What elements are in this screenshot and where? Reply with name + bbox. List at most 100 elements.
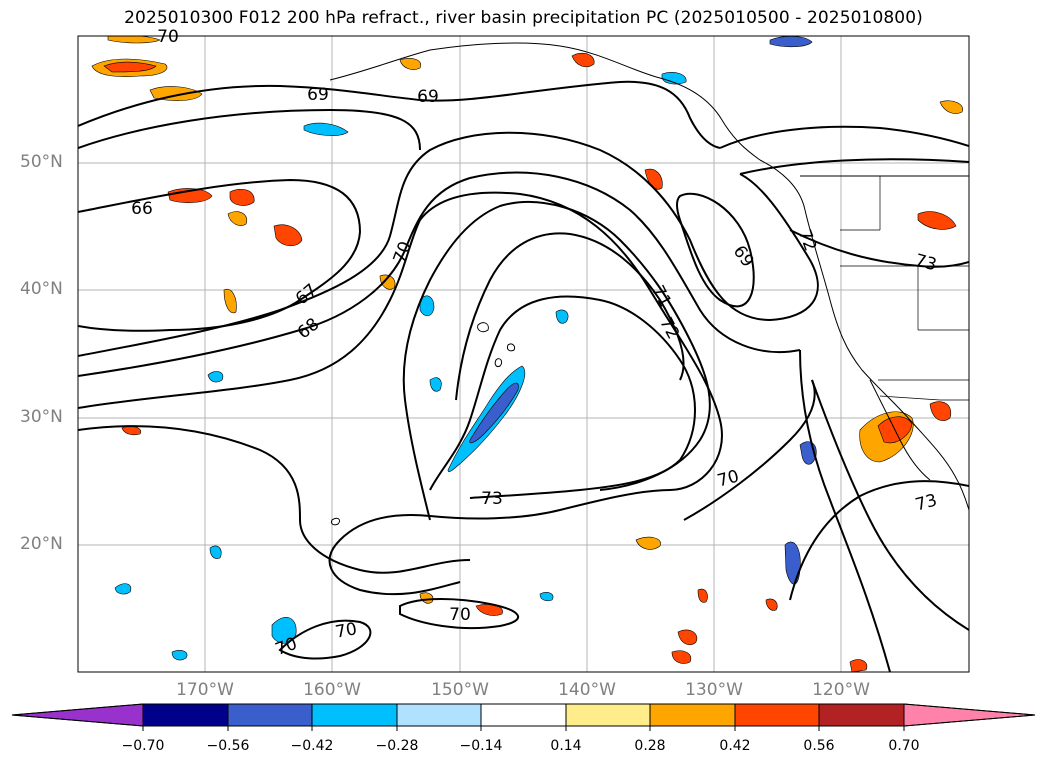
positive-anomaly-blob	[671, 650, 692, 664]
contour-69-north	[78, 80, 721, 149]
contour-label: 69	[417, 87, 439, 107]
alaska-coast	[329, 42, 761, 161]
contour-far-east	[799, 349, 891, 672]
colorbar-tick-label: −0.70	[121, 738, 165, 754]
island-outline	[507, 343, 515, 352]
negative-anomaly-blob	[171, 650, 188, 661]
negative-anomaly-blob	[207, 371, 224, 383]
contour-66	[78, 178, 362, 332]
lon-label: 170°W	[176, 680, 234, 700]
positive-anomaly-blob	[677, 629, 698, 645]
positive-anomaly-blob	[571, 52, 595, 68]
positive-anomaly-blob	[939, 100, 963, 114]
colorbar-extend-low	[11, 703, 144, 727]
colorbar-tick-label: 0.70	[888, 738, 920, 754]
contour-73-sw	[789, 480, 969, 601]
contour-73-coast	[789, 229, 969, 268]
contour-70-sw	[278, 619, 372, 660]
contour-label: 73	[481, 489, 503, 509]
contour-67	[78, 131, 819, 357]
contour-70-east	[683, 379, 816, 521]
negative-anomaly-core	[469, 382, 519, 444]
colorbar-tick-label: −0.56	[206, 738, 250, 754]
contour-label: 69	[307, 85, 329, 105]
colorbar-tick-label: 0.28	[634, 738, 666, 754]
positive-anomaly-blob	[765, 598, 778, 611]
positive-anomaly-blob	[399, 58, 422, 70]
contour-label: 70	[449, 605, 471, 625]
lon-label: 120°W	[812, 680, 870, 700]
lat-label: 40°N	[20, 279, 63, 299]
island-outline	[494, 358, 503, 367]
lat-label: 30°N	[20, 407, 63, 427]
contour-72-coast	[719, 125, 969, 149]
positive-anomaly-blob	[227, 211, 248, 226]
refractivity-contours	[78, 80, 969, 672]
lon-label: 130°W	[685, 680, 743, 700]
negative-anomaly-blob	[539, 592, 554, 602]
colorbar-extend-high	[903, 703, 1036, 727]
colorbar-tick-label: 0.42	[719, 738, 751, 754]
us-mexico-border	[879, 395, 969, 401]
island-outline	[477, 322, 489, 333]
colorbar-tick-label: −0.42	[290, 738, 334, 754]
negative-anomaly-blob	[114, 583, 132, 595]
positive-anomaly-core	[103, 61, 157, 73]
map-title: 2025010300 F012 200 hPa refract., river …	[124, 8, 923, 28]
contour-70-south	[399, 598, 520, 630]
positive-anomaly-blob	[697, 588, 708, 603]
colorbar-tick-label: 0.56	[803, 738, 835, 754]
contour-72	[455, 232, 685, 401]
contour-69-north2	[78, 108, 421, 151]
contour-71	[402, 201, 711, 521]
positive-anomaly-blob	[635, 536, 661, 550]
colorbar-tick-label: −0.14	[459, 738, 503, 754]
positive-anomaly-blob	[917, 211, 957, 230]
coastlines	[329, 42, 969, 526]
lat-label: 20°N	[20, 534, 63, 554]
negative-anomaly-blob	[271, 617, 297, 644]
contour-70-main	[78, 191, 723, 596]
contour-72b	[739, 158, 969, 175]
contour-outer-west	[78, 425, 471, 574]
colorbar-segment	[480, 703, 567, 727]
negative-anomaly-blob	[303, 122, 349, 136]
baja-california	[869, 379, 931, 481]
colorbar-segment	[818, 703, 905, 727]
positive-anomaly-blob	[149, 86, 203, 101]
positive-anomaly-blob	[223, 288, 237, 314]
north-america-west-coast	[759, 159, 969, 511]
contour-69-inner	[676, 192, 755, 308]
positive-anomaly-blob	[849, 659, 868, 672]
lat-label: 50°N	[20, 152, 63, 172]
contour-label: 70	[334, 619, 359, 642]
negative-anomaly-blob	[209, 545, 222, 559]
positive-anomaly-blob	[229, 189, 255, 206]
negative-anomaly-blob	[661, 72, 687, 85]
negative-anomaly-blob	[769, 36, 813, 48]
contour-73	[429, 295, 696, 499]
colorbar-segment	[311, 703, 398, 727]
contour-68	[78, 171, 801, 377]
negative-anomaly-blob	[419, 295, 435, 317]
colorbar-segment	[396, 703, 482, 727]
negative-anomaly-blob	[555, 309, 569, 324]
colorbar-tick-label: −0.28	[375, 738, 419, 754]
colorbar-segment	[565, 703, 651, 727]
contour-label: 70	[157, 27, 179, 47]
map-frame	[77, 35, 970, 673]
lon-label: 160°W	[303, 680, 361, 700]
positive-anomaly-blob	[107, 36, 161, 44]
precipitation-fills	[91, 36, 963, 672]
colorbar-segment	[649, 703, 736, 727]
colorbar-segment	[734, 703, 820, 727]
contour-label: 66	[131, 199, 153, 219]
island-outline	[331, 517, 341, 526]
colorbar-tick-label: 0.14	[550, 738, 582, 754]
positive-anomaly-blob	[273, 224, 303, 247]
colorbar-segment	[142, 703, 229, 727]
positive-anomaly-blob	[644, 168, 663, 190]
colorbar-segment	[227, 703, 313, 727]
positive-anomaly-blob	[929, 401, 952, 421]
